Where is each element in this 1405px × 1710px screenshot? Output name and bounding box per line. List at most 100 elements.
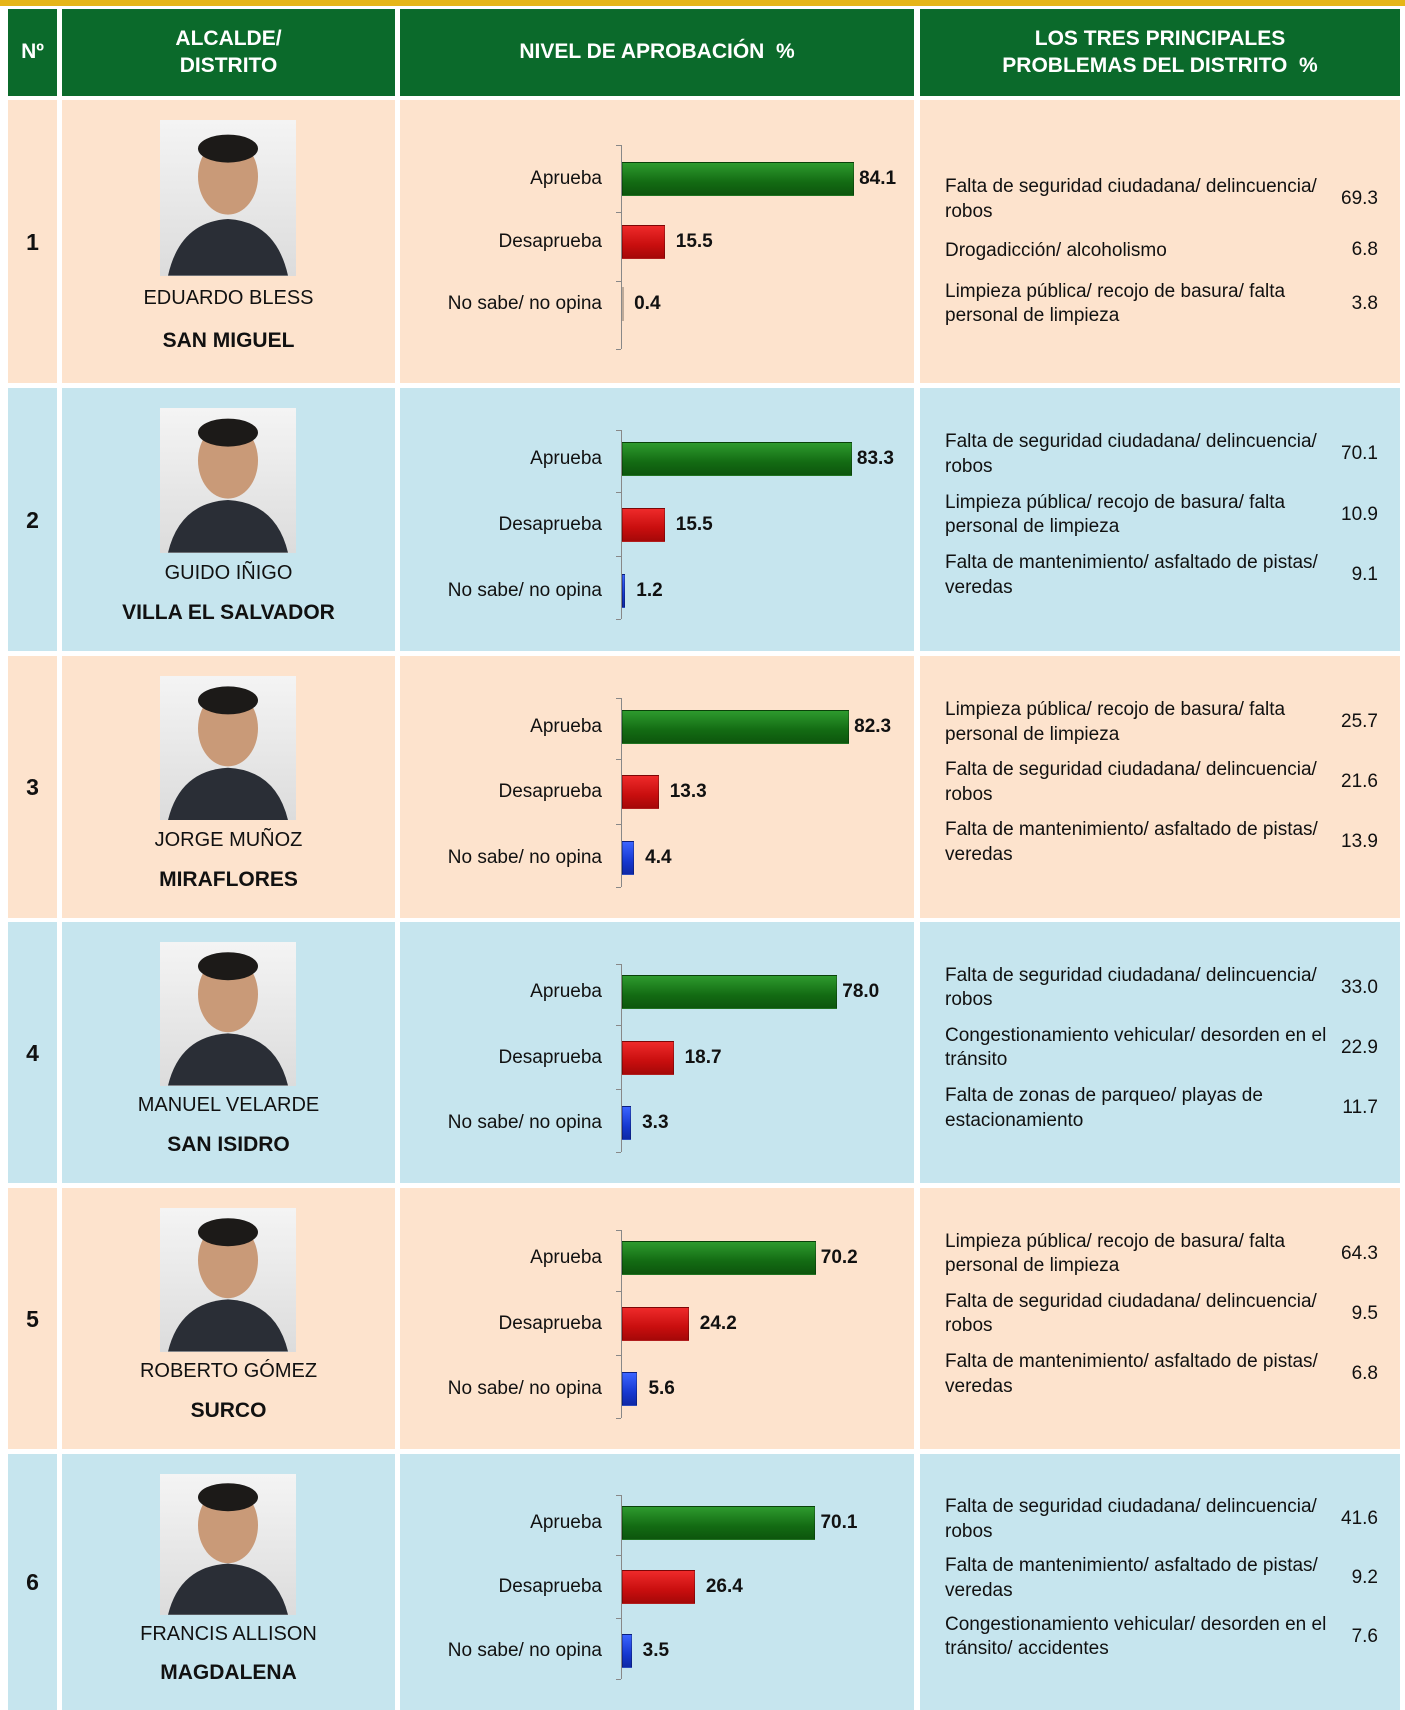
axis-tick [616, 1555, 621, 1557]
bar-value: 3.5 [642, 1640, 670, 1662]
problem-text: Falta de mantenimiento/ asfaltado de pis… [945, 819, 1318, 866]
bar [622, 507, 665, 542]
district-name: VILLA EL SALVADOR [122, 601, 335, 625]
bar-label: Aprueba [530, 981, 602, 1003]
district-name: SURCO [190, 1399, 267, 1423]
axis-tick [616, 281, 621, 283]
bar-value: 13.3 [669, 781, 707, 803]
row-number-cell [8, 656, 57, 918]
axis-tick [616, 349, 621, 351]
header-problems: LOS TRES PRINCIPALES PROBLEMAS DEL DISTR… [920, 9, 1400, 96]
problem-text: Falta de mantenimiento/ asfaltado de pis… [945, 552, 1318, 598]
bar-value: 26.4 [705, 1576, 743, 1598]
row-number-cell [8, 1454, 57, 1710]
header-text: NIVEL DE APROBACIÓN % [519, 40, 795, 64]
axis-tick [616, 697, 621, 699]
top-stripe [0, 0, 1405, 6]
photo-silhouette [168, 418, 288, 553]
header-mayor: ALCALDE/ DISTRITO [62, 9, 395, 96]
bar [622, 224, 665, 259]
bar-label: Aprueba [530, 715, 602, 737]
problems-cell [920, 100, 1400, 383]
district-name: MAGDALENA [160, 1661, 297, 1685]
problem-value: 70.1 [1341, 443, 1378, 465]
problem-value: 7.6 [1351, 1625, 1378, 1647]
problem-value: 64.3 [1341, 1242, 1378, 1264]
bar-label: Aprueba [530, 1247, 602, 1269]
bar-label: Desaprueba [498, 1046, 602, 1068]
bar-label: Desaprueba [498, 781, 602, 803]
row-number-cell [8, 922, 57, 1183]
mayor-name: GUIDO IÑIGO [164, 561, 293, 584]
axis-tick [616, 823, 621, 825]
row-number: 6 [26, 1569, 39, 1595]
problem-text: Congestionamiento vehicular/ desorden en… [945, 1613, 1327, 1660]
axis-tick [616, 1089, 621, 1091]
problem-text: Limpieza pública/ recojo de basura/ falt… [945, 698, 1286, 745]
problem-value: 9.5 [1351, 1302, 1378, 1324]
row-number: 4 [26, 1039, 39, 1066]
district-name: MIRAFLORES [159, 868, 298, 892]
photo [160, 1208, 296, 1352]
photo-silhouette [168, 686, 288, 821]
row-number: 2 [26, 506, 39, 533]
problem-value: 25.7 [1341, 710, 1378, 732]
axis-tick [616, 1151, 621, 1153]
bar-label: Aprueba [530, 1512, 602, 1534]
problem-text: Drogadicción/ alcoholismo [945, 239, 1167, 261]
axis-tick [616, 759, 621, 761]
bar-label: Desaprueba [498, 513, 602, 535]
bar-label: No sabe/ no opina [447, 846, 602, 868]
problem-value: 6.8 [1351, 238, 1378, 260]
axis-tick [616, 619, 621, 621]
axis-line [621, 1229, 622, 1418]
row-number: 5 [26, 1305, 39, 1332]
problem-text: Limpieza pública/ recojo de basura/ falt… [945, 491, 1286, 538]
problem-value: 3.8 [1351, 292, 1378, 314]
photo [160, 1474, 296, 1615]
bar-value: 0.4 [634, 292, 661, 314]
photo-silhouette [168, 1483, 288, 1615]
problem-value: 69.3 [1341, 188, 1378, 210]
problem-text: Falta de seguridad ciudadana/ delincuenc… [945, 176, 1317, 222]
bar-label: Desaprueba [498, 230, 602, 252]
bar-value: 24.2 [699, 1312, 737, 1334]
mayor-name: FRANCIS ALLISON [140, 1622, 317, 1645]
bar [622, 709, 850, 744]
bar-label: Aprueba [530, 448, 602, 469]
mayor-name: MANUEL VELARDE [137, 1094, 320, 1117]
photo [160, 942, 296, 1086]
photo [160, 120, 296, 276]
problems-cell [920, 656, 1400, 918]
problems-cell [920, 1188, 1400, 1449]
bar [622, 162, 855, 197]
header-approval: NIVEL DE APROBACIÓN % [400, 9, 914, 96]
problem-value: 11.7 [1342, 1096, 1378, 1118]
axis-line [621, 430, 622, 620]
bar [622, 1040, 674, 1075]
axis-line [621, 697, 622, 887]
photo-silhouette [168, 1218, 288, 1352]
problems-cell [920, 388, 1400, 651]
axis-tick [616, 886, 621, 888]
problem-text: Falta de seguridad ciudadana/ delincuenc… [945, 759, 1317, 805]
bar [622, 573, 626, 608]
bar [622, 1105, 632, 1140]
mayor-name: ROBERTO GÓMEZ [139, 1360, 318, 1383]
problem-text: Falta de seguridad ciudadana/ delincuenc… [945, 964, 1317, 1011]
bar [622, 1306, 689, 1341]
bar-label: No sabe/ no opina [447, 292, 602, 314]
problem-value: 10.9 [1341, 503, 1378, 525]
bar [622, 442, 852, 476]
bar-value: 3.3 [642, 1111, 669, 1133]
axis-tick [616, 556, 621, 558]
header-text: Nº [21, 40, 44, 64]
district-name: SAN ISIDRO [167, 1133, 290, 1157]
problem-value: 21.6 [1341, 771, 1378, 793]
axis-tick [616, 1417, 621, 1419]
row-number-cell [8, 1188, 57, 1449]
mayor-name: JORGE MUÑOZ [154, 828, 303, 851]
bar-value: 70.1 [820, 1512, 858, 1534]
header-text: LOS TRES PRINCIPALES PROBLEMAS DEL DISTR… [1002, 27, 1318, 77]
